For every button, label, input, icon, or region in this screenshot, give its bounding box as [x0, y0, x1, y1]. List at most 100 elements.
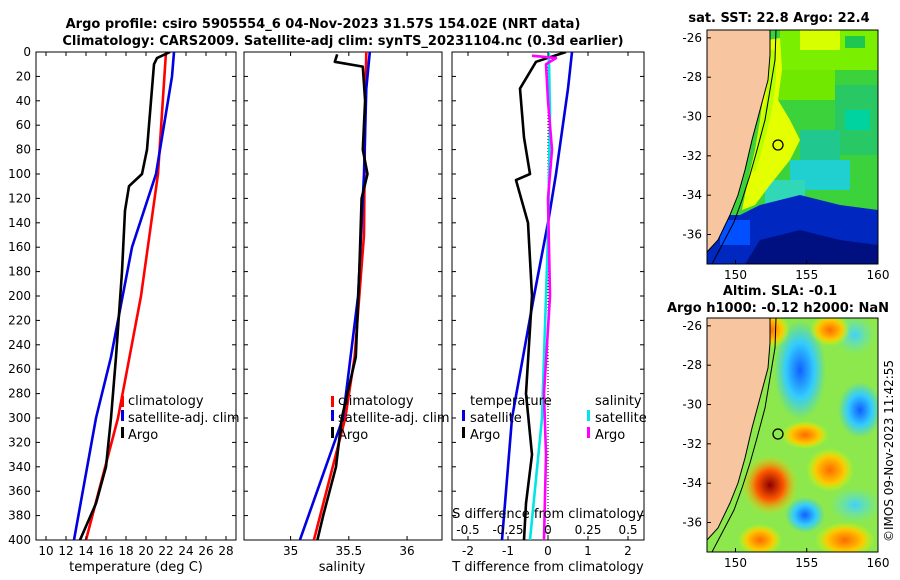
difference-xlabel: T difference from climatology	[451, 560, 644, 575]
xtick-label: 10	[38, 544, 53, 558]
sla-map: Altim. SLA: -0.1 Argo h1000: -0.12 h2000…	[667, 284, 890, 570]
xtick-label: 0	[544, 544, 552, 558]
ytick-label: 160	[8, 240, 31, 254]
map-ytick-label: -36	[682, 228, 702, 242]
top-tick-label: 0.25	[575, 523, 602, 537]
ytick-label: 280	[8, 387, 31, 401]
legend-label-s-satellite: satellite	[595, 411, 647, 426]
sst-map-title: sat. SST: 22.8 Argo: 22.4	[688, 11, 869, 26]
xtick-label: 28	[218, 544, 233, 558]
legend-swatch-satellite-clim-s	[331, 410, 334, 421]
legend-swatch-argo-s	[331, 427, 334, 438]
xtick-label: 2	[624, 544, 632, 558]
legend-swatch-s-satellite	[587, 410, 590, 421]
temperature-legend: climatology satellite-adj. clim Argo	[121, 394, 240, 443]
legend-swatch-argo	[121, 427, 124, 438]
legend-label-satellite-clim: satellite-adj. clim	[128, 411, 240, 426]
temperature-xlabel: temperature (deg C)	[69, 560, 203, 575]
xtick-label: 22	[158, 544, 173, 558]
map-xtick-label: 150	[724, 556, 747, 570]
sla-map-title-2: Argo h1000: -0.12 h2000: NaN	[667, 301, 889, 316]
ytick-label: 120	[8, 191, 31, 205]
temperature-axes-box	[35, 51, 237, 541]
legend-label-temperature: temperature	[470, 394, 552, 409]
salinity-panel: 35 35.5 36 salinity climatology satellite-…	[243, 51, 450, 575]
difference-series-temperature-argo	[514, 52, 567, 540]
xtick-label: 1	[584, 544, 592, 558]
sla-map-title-1: Altim. SLA: -0.1	[723, 284, 837, 299]
map-ytick-label: -26	[682, 31, 702, 45]
map-ytick-label: -34	[682, 188, 702, 202]
map-ytick-label: -32	[682, 149, 702, 163]
xtick-label: -1	[502, 544, 514, 558]
legend-swatch-climatology	[121, 396, 124, 407]
legend-label-t-satellite: satellite	[470, 411, 522, 426]
ytick-label: 320	[8, 435, 31, 449]
top-tick-label: -0.5	[456, 523, 479, 537]
legend-label-climatology: climatology	[128, 394, 204, 409]
xtick-label: 35	[283, 544, 298, 558]
legend-label-argo-s: Argo	[338, 428, 368, 443]
sla-argo-marker	[772, 428, 784, 440]
map-ytick-label: -30	[682, 110, 702, 124]
map-ytick-label: -30	[682, 398, 702, 412]
map-ytick-label: -28	[682, 358, 702, 372]
legend-label-t-argo: Argo	[470, 428, 500, 443]
temperature-series-climatology	[84, 52, 168, 540]
legend-swatch-t-argo	[462, 427, 465, 438]
ytick-label: 200	[8, 289, 31, 303]
ytick-label: 40	[16, 94, 31, 108]
sla-map-frame	[706, 317, 879, 553]
salinity-xlabel: salinity	[319, 560, 366, 575]
ytick-label: 360	[8, 484, 31, 498]
map-xtick-label: 155	[795, 556, 818, 570]
ytick-label: 400	[8, 533, 31, 547]
ytick-label: 180	[8, 265, 31, 279]
timestamp: ©IMOS 09-Nov-2023 11:42:55	[882, 360, 896, 542]
xtick-label: 16	[98, 544, 113, 558]
ytick-label: 220	[8, 313, 31, 327]
legend-swatch-t-satellite	[462, 410, 465, 421]
ytick-label: 20	[16, 69, 31, 83]
map-xtick-label: 155	[795, 268, 818, 282]
ytick-label: 80	[16, 143, 31, 157]
salinity-legend: climatology satellite-adj. clim Argo	[331, 394, 450, 443]
salinity-axes-box	[243, 51, 443, 541]
legend-label-climatology-s: climatology	[338, 394, 414, 409]
temperature-panel: 0 20 40 60 80 100 120 140 160 180 200 220 240 260 280 3…	[8, 45, 240, 575]
sst-map: sat. SST: 22.8 Argo: 22.4	[682, 11, 889, 282]
ytick-label: 380	[8, 509, 31, 523]
title-line-2: Climatology: CARS2009. Satellite-adj cli…	[62, 34, 623, 49]
xtick-label: 12	[58, 544, 73, 558]
difference-panel: -2 -1 0 1 2 T difference from climatology S …	[451, 51, 647, 575]
legend-swatch-climatology-s	[331, 396, 334, 407]
xtick-label: 20	[138, 544, 153, 558]
ytick-label: 260	[8, 362, 31, 376]
ytick-label: 340	[8, 460, 31, 474]
map-xtick-label: 160	[867, 556, 890, 570]
map-ytick-label: -32	[682, 437, 702, 451]
legend-swatch-satellite-clim	[121, 410, 124, 421]
legend-swatch-s-argo	[587, 427, 590, 438]
xtick-label: -2	[462, 544, 474, 558]
map-ytick-label: -34	[682, 476, 702, 490]
xtick-label: 36	[399, 544, 414, 558]
map-ytick-label: -26	[682, 319, 702, 333]
legend-label-argo: Argo	[128, 428, 158, 443]
temperature-series-argo	[78, 52, 171, 540]
legend-label-satellite-clim-s: satellite-adj. clim	[338, 411, 450, 426]
legend-label-salinity: salinity	[595, 394, 642, 409]
top-tick-label: -0.25	[492, 523, 523, 537]
top-tick-label: 0.5	[618, 523, 637, 537]
difference-legend-right: salinity satellite Argo	[587, 394, 647, 443]
map-xtick-label: 160	[867, 268, 890, 282]
xtick-label: 24	[178, 544, 193, 558]
temperature-series-satellite-adj-clim	[72, 52, 176, 540]
ytick-label: 100	[8, 167, 31, 181]
top-tick-label: 0	[544, 523, 552, 537]
title-line-1: Argo profile: csiro 5905554_6 04-Nov-202…	[66, 17, 581, 32]
xtick-label: 18	[118, 544, 133, 558]
xtick-label: 35.5	[335, 544, 362, 558]
sst-map-frame	[706, 29, 879, 265]
ytick-label: 60	[16, 118, 31, 132]
